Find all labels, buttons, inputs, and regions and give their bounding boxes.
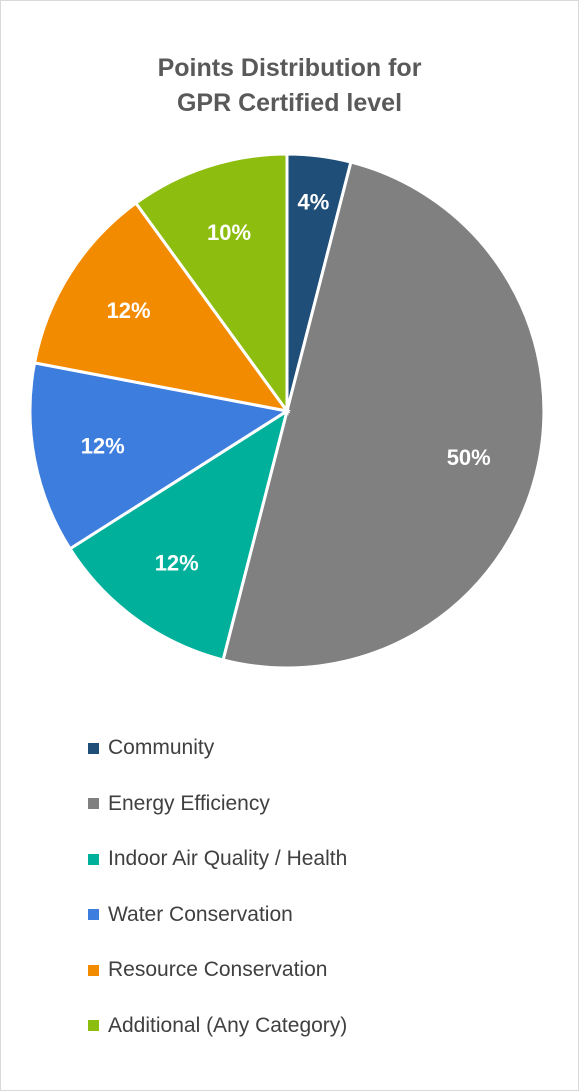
legend-swatch (88, 798, 99, 810)
legend: Community Energy Efficiency Indoor Air Qua… (88, 730, 347, 1064)
legend-label: Resource Conservation (108, 958, 328, 982)
legend-swatch (88, 1020, 99, 1032)
legend-swatch (88, 742, 99, 754)
data-label-indoor-air-quality-health: 12% (155, 550, 199, 575)
data-label-energy-efficiency: 50% (447, 445, 491, 470)
legend-label: Additional (Any Category) (108, 1013, 348, 1037)
legend-label: Water Conservation (108, 902, 293, 926)
legend-swatch (88, 964, 99, 976)
legend-swatch (88, 853, 99, 865)
legend-item-resource-conservation: Resource Conservation (88, 952, 347, 988)
legend-item-additional-any-category: Additional (Any Category) (88, 1008, 347, 1044)
data-label-community: 4% (298, 189, 330, 214)
data-label-additional-any-category: 10% (207, 220, 251, 245)
pie-slice-indoor-air-quality-health (67, 407, 290, 662)
legend-item-indoor-air-quality-health: Indoor Air Quality / Health (88, 841, 347, 877)
legend-label: Energy Efficiency (108, 791, 270, 815)
pie-slice-resource-conservation (32, 200, 291, 414)
data-label-resource-conservation: 12% (107, 298, 151, 323)
legend-label: Indoor Air Quality / Health (108, 847, 348, 871)
pie-slice-additional-any-category (133, 152, 289, 416)
chart-title-line-1: Points Distribution for (157, 54, 422, 82)
pie-slice-energy-efficiency (221, 160, 546, 670)
legend-label: Community (108, 736, 215, 759)
data-label-water-conservation: 12% (81, 434, 125, 459)
chart-title-line-2: GPR Certified level (176, 89, 403, 117)
pie-slice-water-conservation (28, 361, 292, 551)
legend-item-water-conservation: Water Conservation (88, 897, 347, 933)
legend-swatch (88, 909, 99, 921)
legend-item-community: Community (88, 730, 347, 766)
legend-item-energy-efficiency: Energy Efficiency (88, 786, 347, 822)
